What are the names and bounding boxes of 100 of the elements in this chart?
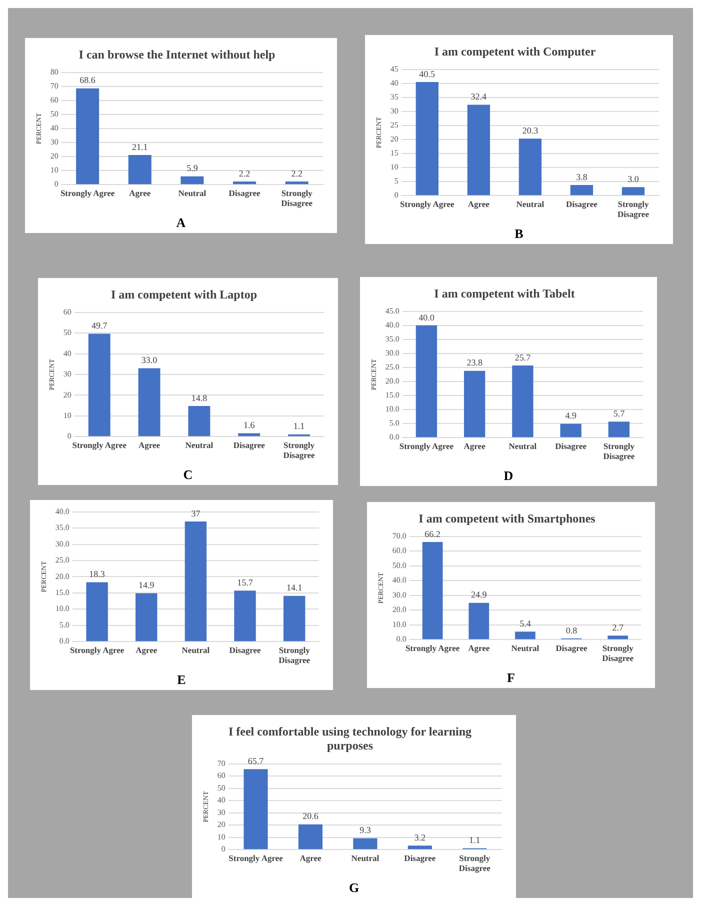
y-tick-label: 15 (390, 148, 398, 158)
bar (298, 824, 323, 850)
y-tick-label: 60 (50, 96, 58, 105)
text: G (348, 880, 360, 896)
data-label: 49.7 (91, 320, 108, 331)
bar (467, 104, 490, 196)
x-tick-label: Neutral (185, 440, 214, 450)
data-label: 21.1 (132, 142, 148, 152)
y-tick-label: 0.0 (389, 432, 400, 442)
y-tick-label: 40.0 (385, 320, 400, 330)
data-label: 14.8 (191, 392, 208, 403)
y-tick-label: 15.0 (385, 390, 400, 400)
text: F (506, 670, 516, 686)
data-label: 5.4 (520, 618, 532, 628)
y-tick-label: 45.0 (385, 306, 400, 316)
y-tick-label: 30.0 (55, 539, 70, 548)
x-tick-label: Disagree (555, 440, 587, 451)
x-tick-label: Strongly Agree (70, 644, 124, 655)
data-label: 14.9 (138, 580, 155, 590)
y-tick-label: 20 (50, 152, 58, 161)
data-label: 1.1 (469, 835, 480, 846)
bar (608, 636, 628, 640)
x-tick-label: Strongly Disagree (281, 188, 314, 208)
y-tick-label: 45 (390, 64, 398, 74)
chart-title: I feel comfortable using technology for learning purposes (228, 724, 472, 753)
chart-title: I can browse the Internet without help (78, 47, 276, 62)
bar (76, 88, 100, 184)
data-label: 14.1 (286, 582, 302, 593)
x-tick-label: Strongly Agree (228, 852, 284, 863)
data-label: 2.2 (238, 168, 250, 178)
text: C (182, 467, 194, 483)
data-label: 65.7 (248, 756, 264, 766)
x-tick-label: Strongly Agree (405, 642, 460, 653)
data-label: 2.2 (291, 168, 302, 178)
y-tick-label: 30 (63, 370, 72, 379)
x-tick-label: Neutral (351, 852, 380, 863)
bar (184, 522, 207, 642)
bar (283, 596, 306, 642)
x-tick-label: Neutral (516, 198, 545, 209)
data-label: 5.7 (613, 408, 626, 418)
data-label: 32.4 (470, 92, 488, 102)
y-tick-label: 15.0 (55, 588, 70, 598)
y-tick-label: 10 (390, 162, 398, 172)
bar (622, 187, 645, 196)
y-tick-label: 20.0 (385, 376, 400, 386)
data-label: 25.7 (514, 352, 532, 362)
text: E (176, 672, 187, 688)
data-label: 3.2 (414, 832, 426, 843)
data-label: 68.6 (80, 75, 96, 86)
bar (570, 184, 594, 196)
y-tick-label: 5 (394, 176, 398, 186)
bar (234, 590, 256, 642)
y-tick-label: 50 (217, 783, 226, 792)
x-tick-label: Strongly Agree (60, 188, 115, 198)
x-tick-label: Disagree (228, 188, 260, 198)
y-tick-label: 70 (217, 758, 226, 768)
y-tick-label: 20.0 (392, 605, 406, 614)
bar (416, 82, 438, 196)
y-tick-label: 20 (390, 134, 398, 144)
x-tick-label: Agree (129, 188, 151, 198)
data-label: 1.1 (293, 421, 305, 432)
data-label: 4.9 (565, 410, 577, 421)
data-label: 66.2 (424, 528, 440, 539)
data-label: 23.8 (466, 358, 483, 368)
y-tick-label: 50 (50, 110, 58, 119)
y-tick-label: 35.0 (385, 334, 400, 344)
data-label: 3.0 (628, 174, 640, 184)
x-tick-label: Disagree (229, 644, 261, 655)
x-tick-label: Strongly Disagree (278, 644, 311, 666)
chart-title: I am competent with Tabelt (434, 286, 575, 300)
y-tick-label: 60 (63, 307, 72, 316)
y-tick-label: 20 (63, 390, 72, 400)
bar (464, 370, 486, 438)
y-tick-label: 40 (50, 124, 58, 133)
y-tick-label: 0 (221, 844, 226, 854)
y-tick-label: 25.0 (385, 362, 400, 372)
y-tick-label: 80 (50, 67, 58, 76)
data-label: 20.3 (522, 126, 539, 136)
x-tick-label: Strongly Agree (72, 440, 127, 450)
y-tick-label: 5.0 (59, 620, 70, 630)
text: D (502, 468, 514, 484)
y-tick-label: 10 (217, 832, 226, 842)
x-tick-label: Strongly Disagree (618, 198, 650, 220)
y-tick-label: 0 (54, 180, 58, 189)
x-tick-label: Disagree (404, 852, 436, 863)
data-label: 37 (191, 508, 201, 518)
bar (188, 406, 210, 436)
chart-title: I am competent with Computer (434, 44, 596, 58)
y-tick-label: 30 (217, 808, 226, 817)
bar (608, 422, 630, 438)
bar (180, 176, 204, 184)
y-tick-label: 50 (63, 328, 72, 338)
y-tick-label: 60.0 (392, 546, 406, 556)
text: B (514, 226, 524, 242)
x-tick-label: Strongly Disagree (458, 852, 491, 874)
y-tick-label: 5.0 (389, 418, 400, 428)
y-tick-label: 40 (217, 796, 226, 805)
data-label: 2.7 (612, 622, 624, 632)
bar (422, 542, 443, 640)
x-tick-label: Agree (468, 642, 490, 653)
